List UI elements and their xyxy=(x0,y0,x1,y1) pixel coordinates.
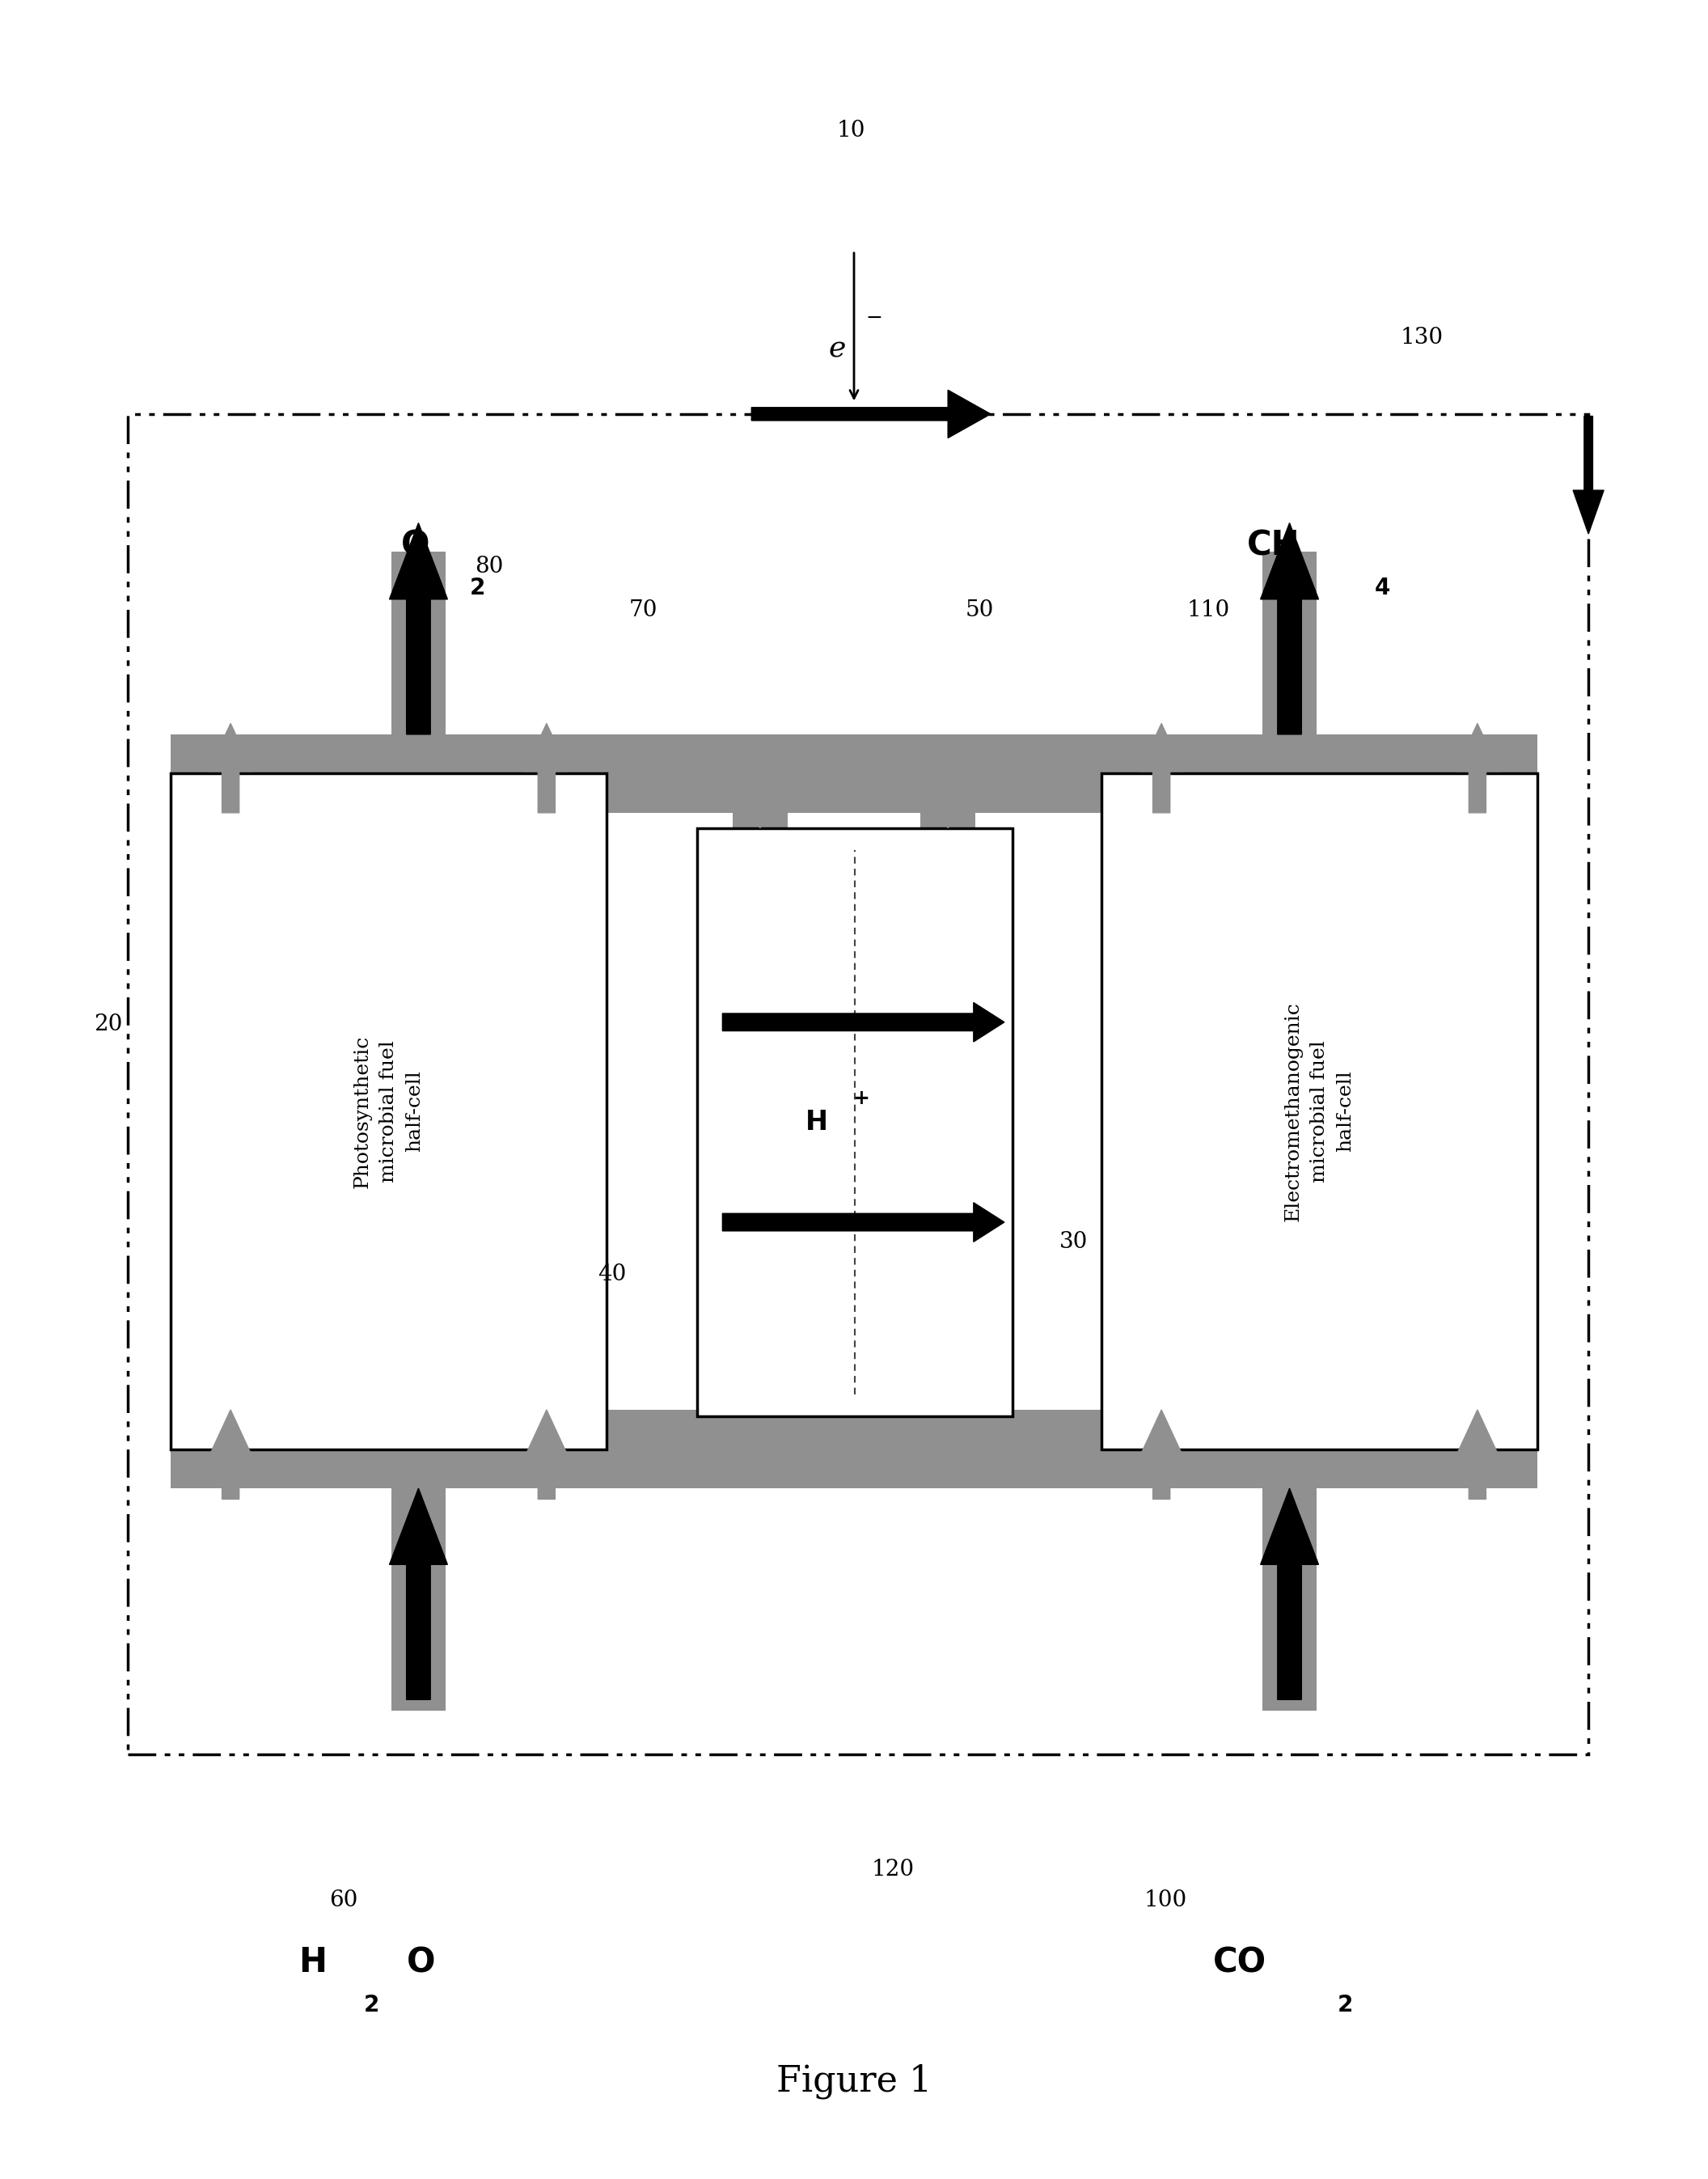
Text: 110: 110 xyxy=(1187,599,1230,621)
FancyBboxPatch shape xyxy=(391,551,446,813)
Polygon shape xyxy=(1455,723,1500,813)
FancyBboxPatch shape xyxy=(171,774,606,1449)
Polygon shape xyxy=(1573,416,1604,534)
Text: 50: 50 xyxy=(965,599,994,621)
Text: 2: 2 xyxy=(364,1994,379,2016)
Text: H: H xyxy=(299,1946,328,1979)
Polygon shape xyxy=(722,1002,1004,1042)
Text: 20: 20 xyxy=(94,1013,123,1035)
FancyBboxPatch shape xyxy=(733,734,787,828)
Polygon shape xyxy=(208,723,253,813)
Text: Figure 1: Figure 1 xyxy=(775,2064,933,2098)
Text: −: − xyxy=(866,309,883,327)
Text: 2: 2 xyxy=(1337,1994,1353,2016)
Text: 120: 120 xyxy=(871,1859,914,1880)
Text: 80: 80 xyxy=(475,556,504,577)
Polygon shape xyxy=(208,1410,253,1499)
Text: 10: 10 xyxy=(837,120,866,142)
Text: CH: CH xyxy=(1247,529,1300,562)
Text: H: H xyxy=(806,1109,828,1135)
FancyBboxPatch shape xyxy=(1262,551,1317,813)
Polygon shape xyxy=(728,763,793,828)
Polygon shape xyxy=(915,763,980,828)
Polygon shape xyxy=(1139,1410,1184,1499)
Text: 130: 130 xyxy=(1401,327,1443,349)
Text: 70: 70 xyxy=(629,599,658,621)
Polygon shape xyxy=(524,1410,569,1499)
FancyBboxPatch shape xyxy=(171,1410,1537,1488)
FancyBboxPatch shape xyxy=(697,828,1013,1416)
Text: 60: 60 xyxy=(330,1889,359,1911)
Polygon shape xyxy=(389,1488,447,1700)
Polygon shape xyxy=(524,723,569,813)
Text: 4: 4 xyxy=(1375,577,1390,599)
FancyBboxPatch shape xyxy=(171,734,1537,813)
Polygon shape xyxy=(752,390,991,438)
FancyBboxPatch shape xyxy=(391,1449,446,1711)
Text: O: O xyxy=(401,529,430,562)
FancyBboxPatch shape xyxy=(1262,1449,1317,1711)
Text: 100: 100 xyxy=(1144,1889,1187,1911)
Polygon shape xyxy=(1261,523,1319,734)
FancyBboxPatch shape xyxy=(921,734,975,828)
Text: CO: CO xyxy=(1213,1946,1266,1979)
Polygon shape xyxy=(1139,723,1184,813)
Polygon shape xyxy=(389,523,447,734)
Text: O: O xyxy=(407,1946,436,1979)
Text: Electromethanogenic
microbial fuel
half-cell: Electromethanogenic microbial fuel half-… xyxy=(1284,1002,1354,1220)
FancyBboxPatch shape xyxy=(733,1410,787,1416)
FancyBboxPatch shape xyxy=(1102,774,1537,1449)
Text: +: + xyxy=(852,1090,869,1109)
Polygon shape xyxy=(1261,1488,1319,1700)
FancyBboxPatch shape xyxy=(921,1410,975,1416)
Text: 40: 40 xyxy=(598,1264,627,1286)
Text: Photosynthetic
microbial fuel
half-cell: Photosynthetic microbial fuel half-cell xyxy=(354,1035,424,1188)
Text: 30: 30 xyxy=(1059,1231,1088,1253)
Text: e: e xyxy=(828,336,845,362)
Polygon shape xyxy=(722,1203,1004,1242)
Text: 2: 2 xyxy=(470,577,485,599)
Polygon shape xyxy=(1455,1410,1500,1499)
